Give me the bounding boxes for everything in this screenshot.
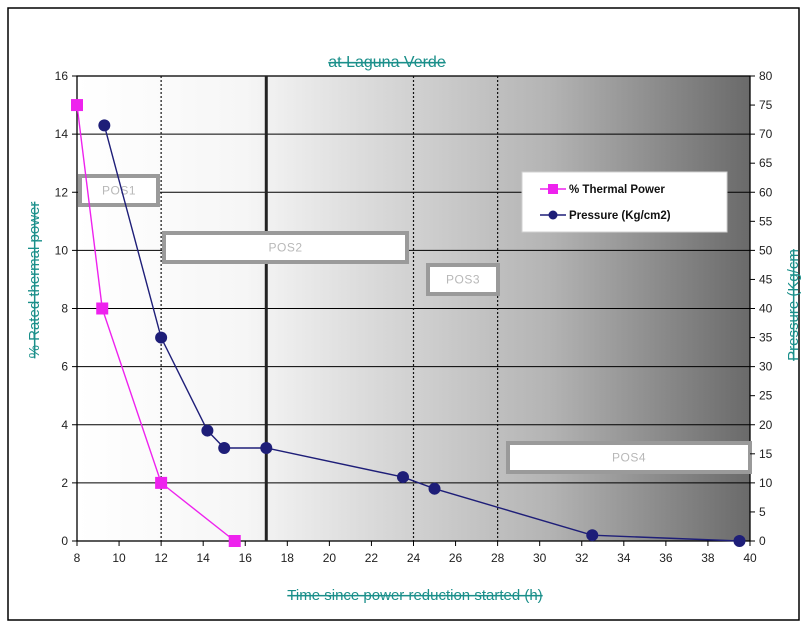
series-layer [71, 99, 746, 547]
phase-label-pos2: POS2 [268, 241, 302, 255]
data-point-pressure [428, 482, 441, 495]
data-point-thermal-power [155, 476, 168, 489]
data-point-pressure [201, 424, 214, 437]
x-tick-label: 20 [323, 551, 337, 565]
x-tick-label: 26 [449, 551, 463, 565]
data-point-pressure [260, 442, 273, 454]
series-line-thermal-power [76, 104, 236, 542]
y-tick-label: 2 [61, 476, 68, 490]
y2-tick-label: 80 [759, 69, 773, 83]
tick-layer: 8 10 12 14 16 18 20 22 24 26 28 30 32 34 36 38 400246810… [55, 69, 773, 565]
y2-tick-label: 50 [759, 243, 773, 257]
legend: % Thermal Power Pressure (Kg/cm2) [521, 171, 728, 233]
y2-tick-label: 15 [759, 447, 773, 461]
x-tick-label: 36 [659, 551, 673, 565]
x-tick-label: 28 [491, 551, 505, 565]
y2-tick-label: 65 [759, 156, 773, 170]
y2-tick-label: 55 [759, 214, 773, 228]
y-tick-label: 4 [61, 418, 68, 432]
x-tick-label: 8 [74, 551, 81, 565]
data-point-pressure [396, 471, 409, 484]
y-tick-label: 6 [61, 360, 68, 374]
y2-tick-label: 60 [759, 185, 773, 199]
legend-label-pressure: Pressure (Kg/cm2) [569, 210, 671, 222]
x-tick-label: 38 [701, 551, 715, 565]
y2-tick-label: 20 [759, 418, 773, 432]
data-point-thermal-power [71, 99, 83, 112]
phase-layer: POS1 POS2 POS3 POS4 [78, 76, 752, 541]
y-tick-label: 8 [61, 302, 68, 316]
data-point-thermal-power [96, 302, 109, 315]
phase-label-pos4: POS4 [612, 451, 646, 465]
phase-box-pos4 [506, 441, 752, 474]
x-tick-label: 32 [575, 551, 589, 565]
phase-box-pos2 [162, 231, 409, 264]
x-tick-label: 18 [281, 551, 295, 565]
y2-axis-label: Pressure (Kg/cm [785, 249, 802, 361]
legend-marker-pressure [548, 210, 558, 220]
data-point-pressure [733, 535, 746, 547]
y-tick-label: 0 [61, 534, 68, 548]
y-tick-label: 14 [55, 127, 69, 141]
phase-label-pos1: POS1 [102, 184, 136, 198]
legend-box [521, 171, 728, 233]
legend-label-thermal: % Thermal Power [569, 184, 665, 196]
y2-tick-label: 10 [759, 476, 773, 490]
y-axis-label: % Rated thermal power [26, 202, 43, 359]
x-tick-label: 40 [743, 551, 757, 565]
y2-tick-label: 30 [759, 360, 773, 374]
data-point-thermal-power [228, 535, 241, 547]
y-tick-label: 10 [55, 243, 69, 257]
phase-box-pos3 [426, 263, 500, 296]
x-axis-label: Time since power reduction started (h) [287, 587, 542, 604]
phase-label-pos3: POS3 [446, 273, 480, 287]
x-tick-label: 24 [407, 551, 421, 565]
data-point-pressure [155, 331, 168, 344]
y2-tick-label: 70 [759, 127, 773, 141]
y2-tick-label: 5 [759, 505, 766, 519]
y2-tick-label: 35 [759, 331, 773, 345]
x-tick-label: 14 [197, 551, 211, 565]
x-tick-label: 34 [617, 551, 631, 565]
y-tick-label: 12 [55, 185, 69, 199]
y2-tick-label: 75 [759, 98, 773, 112]
chart-title: at Laguna Verde [328, 54, 446, 71]
x-tick-label: 16 [239, 551, 253, 565]
y-tick-label: 16 [55, 69, 69, 83]
y2-tick-label: 0 [759, 534, 766, 548]
y2-tick-label: 45 [759, 272, 773, 286]
x-tick-label: 12 [154, 551, 168, 565]
data-point-pressure [218, 442, 231, 454]
data-point-pressure [98, 119, 111, 132]
y2-tick-label: 25 [759, 389, 773, 403]
data-point-pressure [586, 529, 599, 542]
x-tick-label: 10 [112, 551, 126, 565]
x-tick-label: 22 [365, 551, 379, 565]
x-tick-label: 30 [533, 551, 547, 565]
y2-tick-label: 40 [759, 302, 773, 316]
legend-marker-thermal [548, 184, 558, 194]
